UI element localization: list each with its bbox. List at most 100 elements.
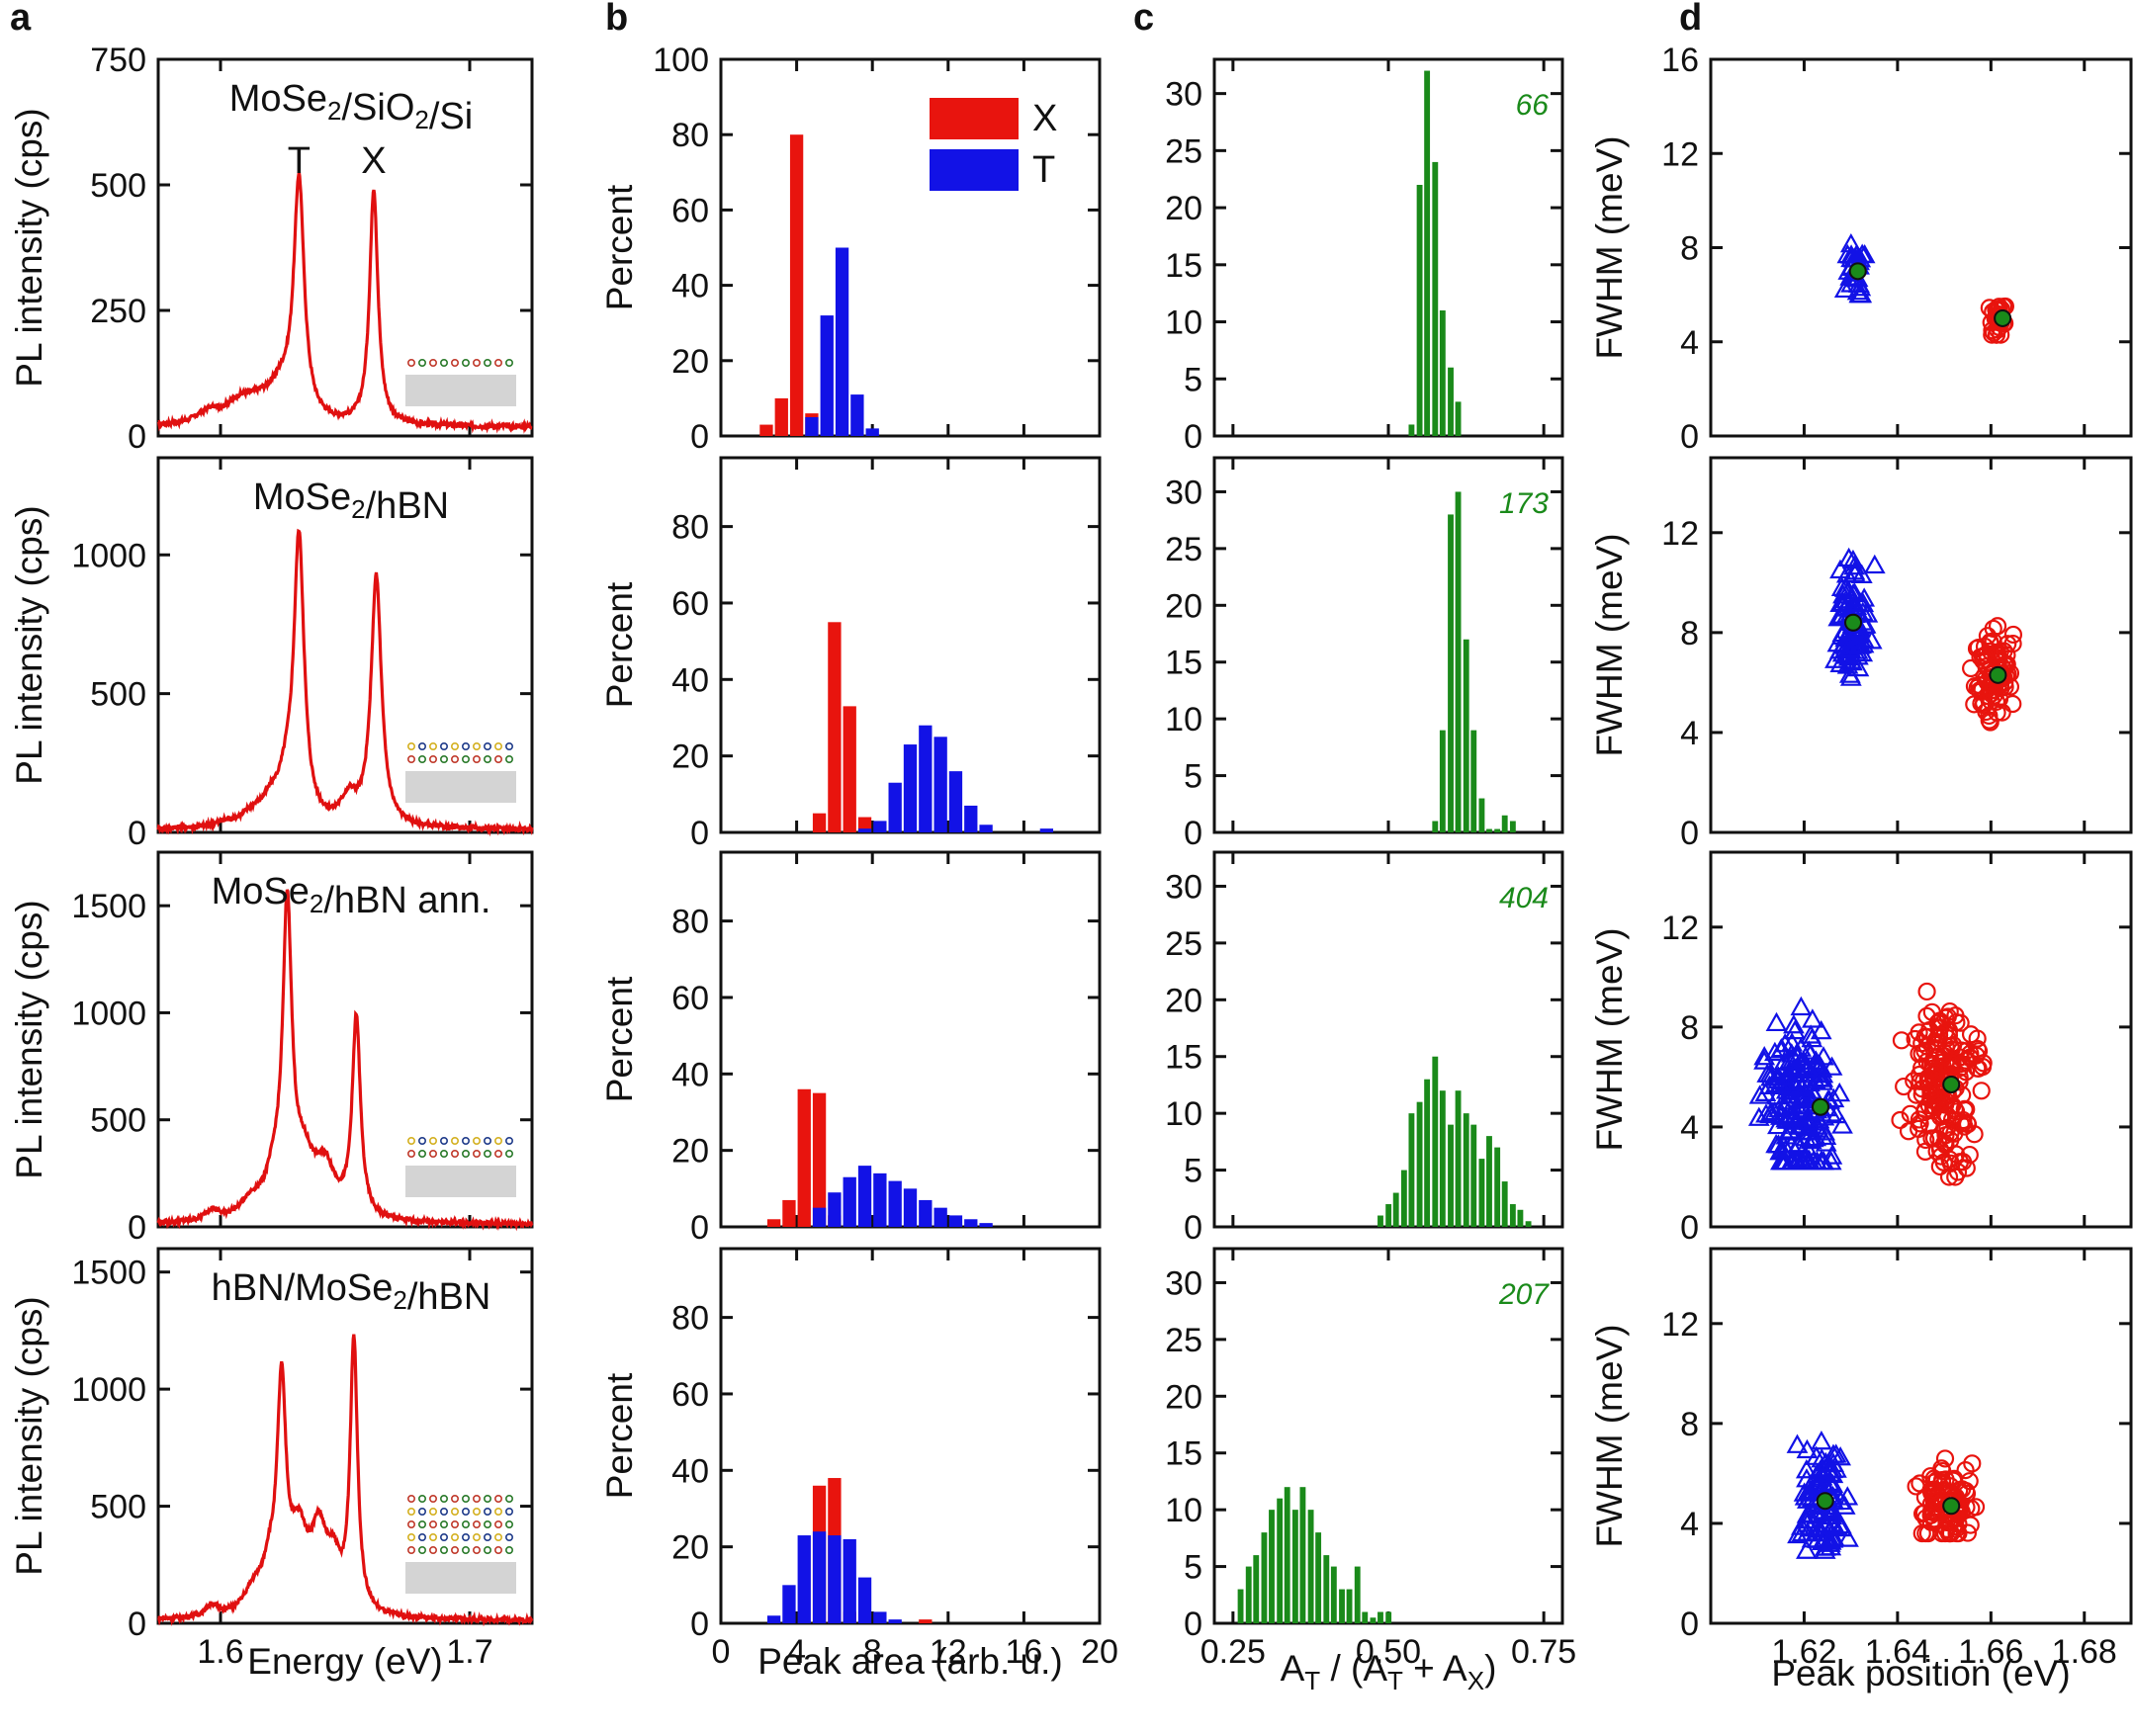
y-tick-label: 4: [1680, 715, 1699, 752]
text-span: / (A: [1320, 1648, 1387, 1689]
hist-bar-T: [873, 821, 887, 832]
y-tick-label: 15: [1165, 247, 1202, 285]
y-tick-label: 80: [671, 1300, 709, 1338]
x-axis-label-d: Peak position (eV): [1771, 1653, 2070, 1693]
scatter-point-T: [1821, 1145, 1843, 1165]
ratio-hist-bar: [1330, 1566, 1337, 1623]
hist-bar-T: [843, 1538, 856, 1623]
ratio-hist-bar: [1463, 1113, 1469, 1227]
scatter-point-T: [1795, 1459, 1818, 1479]
lattice-atom-icon: [428, 1546, 437, 1555]
y-tick-label: 12: [1661, 910, 1699, 947]
scatter-point-X: [1988, 617, 2007, 636]
fwhm-scatter-axes: 0 4 8 12 1.62 1.64 1.66 1.68 FWHM (meV): [1589, 1247, 2133, 1671]
pl-spectrum-axes: 0 500 1000 PL intensity (cps): [9, 456, 534, 852]
scatter-point-X: [1891, 1110, 1910, 1130]
ratio-hist-axes: 0 5 10 15 20 25 30 173: [1165, 456, 1564, 852]
scatter-point-T: [1794, 1486, 1817, 1506]
axes-frame: [719, 1247, 1102, 1625]
scatter-point-T: [1773, 1151, 1796, 1171]
ratio-hist-bar: [1354, 1566, 1361, 1623]
scatter-point-T: [1773, 1096, 1796, 1116]
scatter-point-X: [1939, 1168, 1959, 1186]
scatter-point-T: [1799, 1043, 1822, 1064]
scatter-point-T: [1839, 232, 1862, 253]
scatter-point-X: [1946, 1006, 1965, 1025]
axes-frame: [1709, 1247, 2133, 1625]
legend-swatch-X: [930, 98, 1019, 139]
ratio-hist-bar: [1408, 1113, 1415, 1227]
lattice-atom-icon: [504, 754, 513, 763]
hist-bar-T: [903, 1188, 918, 1227]
lattice-atom-icon: [439, 1495, 448, 1504]
scatter-point-X: [1915, 1102, 1934, 1122]
scatter-point-X: [1922, 1129, 1941, 1148]
scatter-point-X: [1963, 1454, 1982, 1473]
hist-bar-X: [828, 622, 842, 832]
lattice-atom-icon: [406, 358, 415, 367]
lattice-atom-icon: [417, 1137, 426, 1146]
scatter-point-T: [1784, 1019, 1806, 1040]
ratio-hist-bar: [1486, 828, 1492, 832]
y-tick-label: 30: [1165, 1264, 1202, 1302]
hist-bar-T: [805, 416, 819, 436]
y-tick-label: 40: [671, 268, 709, 305]
y-axis-label: FWHM (meV): [1589, 533, 1630, 756]
scatter-point-T: [1839, 666, 1862, 686]
lattice-atom-icon: [472, 1495, 481, 1504]
scatter-point-X: [1973, 1057, 1993, 1077]
scatter-point-X: [1914, 1072, 1933, 1090]
legend-swatch-T: [930, 149, 1019, 191]
ratio-hist-bar: [1385, 1204, 1392, 1227]
scatter-point-T: [1820, 1530, 1842, 1550]
lattice-atom-icon: [417, 741, 426, 750]
y-tick-label: 25: [1165, 531, 1202, 568]
sample-title: hBN/MoSe2/hBN: [212, 1267, 491, 1318]
scatter-point-X: [1912, 1505, 1932, 1523]
ratio-hist-bar: [1439, 1090, 1446, 1227]
scatter-point-X: [1968, 1040, 1988, 1059]
y-tick-label: 1500: [71, 888, 146, 925]
lattice-atom-icon: [472, 1150, 481, 1159]
hist-bar-T: [797, 1535, 811, 1623]
scatter-point-X: [1929, 1025, 1949, 1044]
text-span: A: [1281, 1648, 1305, 1689]
scatter-point-T: [1821, 1056, 1843, 1076]
y-tick-label: 5: [1184, 361, 1202, 398]
peak-label-T: T: [288, 140, 311, 182]
lattice-atom-icon: [472, 1520, 481, 1529]
y-tick-label: 0: [128, 1209, 146, 1247]
lattice-atom-icon: [417, 1533, 426, 1542]
y-tick-label: 15: [1165, 645, 1202, 682]
legend-label-X: X: [1032, 98, 1057, 139]
substrate-icon: [405, 771, 516, 803]
y-tick-label: 8: [1680, 1009, 1699, 1047]
mean-marker-T: [1816, 1492, 1834, 1511]
y-tick-label: 0: [128, 418, 146, 456]
scatter-point-T: [1813, 1046, 1834, 1066]
ratio-hist-bar: [1261, 1532, 1268, 1623]
scatter-point-X: [1981, 678, 2000, 697]
hist-bar-T: [873, 1172, 887, 1227]
lattice-atom-icon: [472, 1533, 481, 1542]
lattice-atom-icon: [483, 1520, 491, 1529]
lattice-atom-icon: [493, 1137, 502, 1146]
fwhm-scatter-axes: 0 4 8 12 16 FWHM (meV): [1589, 42, 2133, 456]
y-tick-label: 750: [90, 42, 146, 79]
ratio-hist-bar: [1525, 1221, 1532, 1227]
scatter-point-T: [1796, 1438, 1819, 1459]
scatter-point-T: [1829, 1490, 1852, 1511]
ratio-hist-bar: [1470, 730, 1477, 832]
y-tick-label: 4: [1680, 324, 1699, 362]
ratio-hist-bar: [1291, 1510, 1298, 1623]
hist-bar-X: [812, 813, 827, 832]
scatter-point-T: [1807, 1503, 1829, 1522]
text-span: + A: [1403, 1648, 1467, 1689]
ratio-hist-bar: [1277, 1498, 1284, 1623]
lattice-atom-icon: [472, 1137, 481, 1146]
lattice-atom-icon: [417, 1150, 426, 1159]
peak-area-hist-axes: 0 20 40 60 80 0 4 8 12 16 20 Percent: [599, 1247, 1118, 1671]
lattice-atom-icon: [493, 358, 502, 367]
scatter-point-X: [1907, 1477, 1925, 1496]
x-tick-label: 16: [1005, 1633, 1042, 1671]
